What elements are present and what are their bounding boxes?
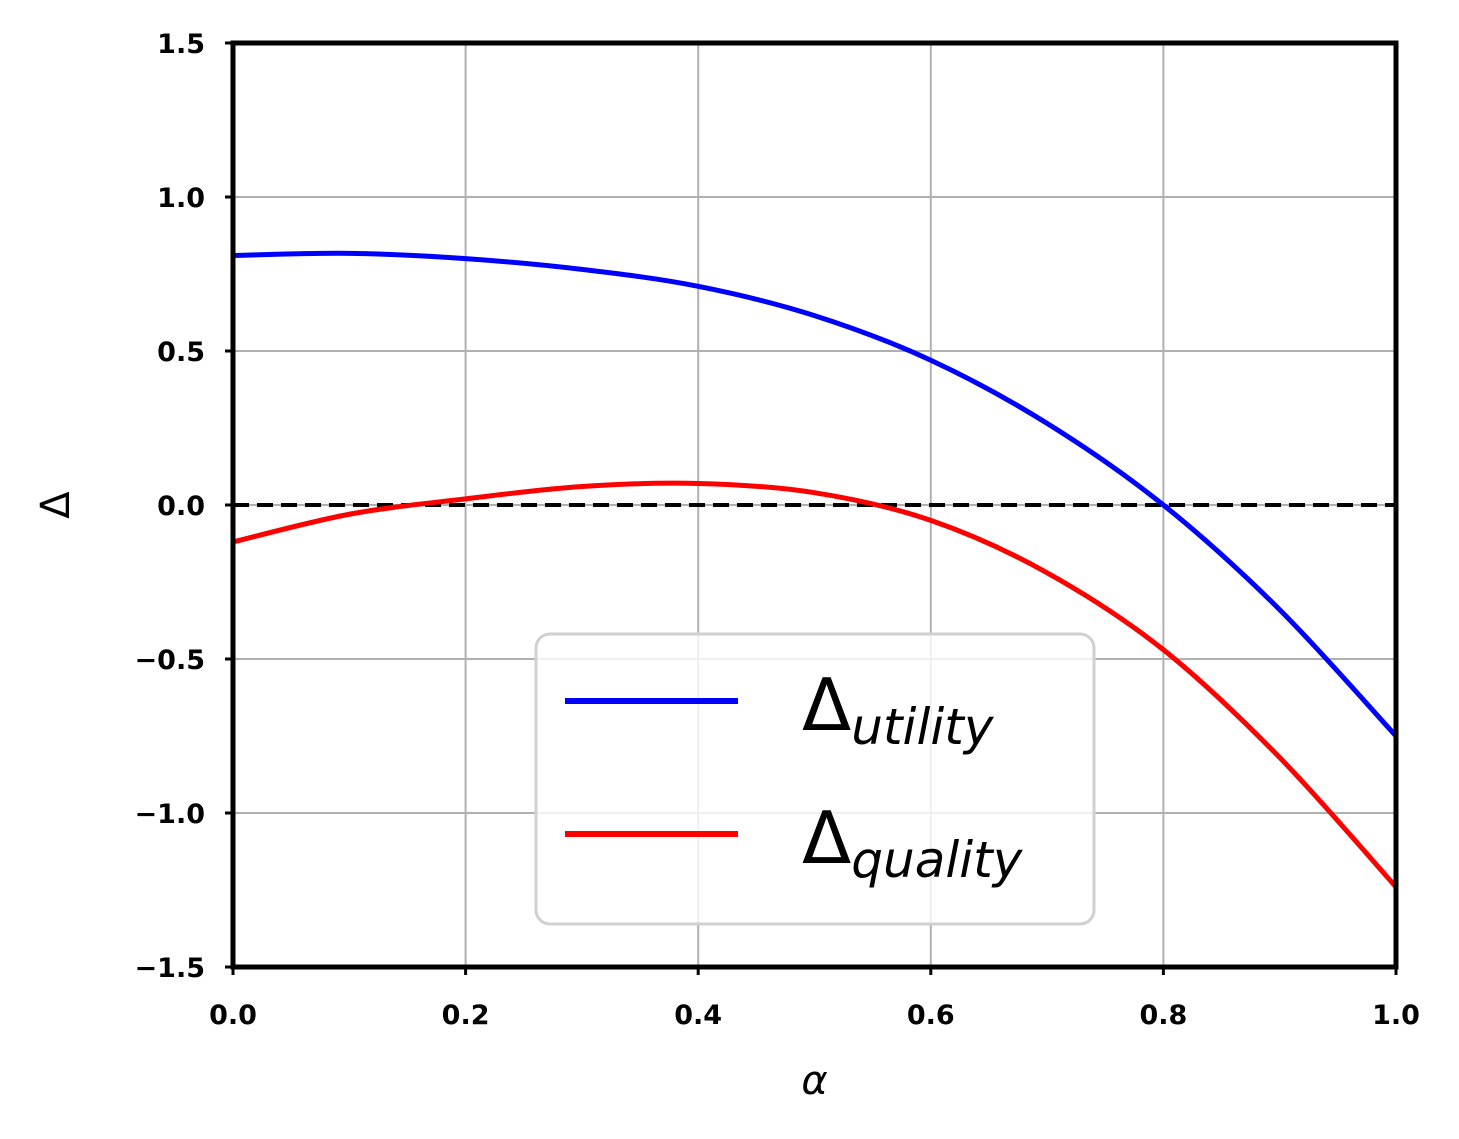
x-axis-label: α: [801, 1058, 827, 1104]
y-axis-label: Δ: [33, 491, 79, 519]
y-axis-ticks: −1.5 −1.0 −0.5 0.0 0.5 1.0 1.5: [135, 29, 233, 984]
y-tick-label: 0.5: [157, 337, 205, 368]
x-tick-label: 0.0: [209, 1000, 257, 1031]
x-axis-ticks: 0.0 0.2 0.4 0.6 0.8 1.0: [209, 967, 1420, 1031]
x-tick-label: 0.8: [1139, 1000, 1187, 1031]
y-tick-label: 1.5: [157, 29, 205, 60]
x-tick-label: 0.4: [674, 1000, 722, 1031]
legend-subscript: quality: [851, 831, 1023, 889]
series-lines: [232, 250, 1398, 889]
legend-box: [534, 632, 1096, 926]
y-tick-label: −0.5: [135, 645, 205, 676]
legend-subscript: utility: [851, 698, 995, 756]
y-tick-label: −1.5: [135, 953, 205, 984]
legend-entry-quality: Δquality: [802, 796, 1024, 889]
series-line-quality: [232, 480, 1398, 889]
legend-symbol: Δ: [802, 796, 851, 880]
x-tick-label: 1.0: [1372, 1000, 1420, 1031]
x-tick-label: 0.6: [907, 1000, 955, 1031]
x-tick-label: 0.2: [442, 1000, 490, 1031]
legend-symbol: Δ: [802, 663, 851, 747]
legend-entry-utility: Δutility: [802, 663, 995, 756]
y-tick-label: 1.0: [157, 183, 205, 214]
series-line-utility: [232, 250, 1398, 738]
y-tick-label: −1.0: [135, 799, 205, 830]
y-tick-label: 0.0: [157, 491, 205, 522]
